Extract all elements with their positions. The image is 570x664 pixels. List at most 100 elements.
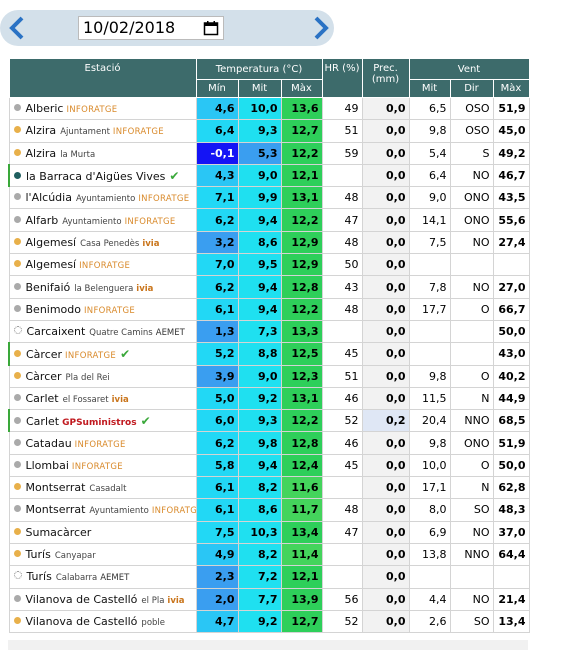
station-source: AEMET — [100, 573, 130, 584]
wind-dir: NNO — [449, 409, 494, 433]
station-cell: Càrcer Pla del Rei — [8, 364, 197, 388]
temp-mit: 10,0 — [237, 96, 282, 121]
prev-day[interactable] — [4, 14, 32, 42]
station-detail: Ayuntamiento — [75, 194, 136, 205]
station-cell: Alberic INFORATGE — [8, 96, 197, 121]
wind-mean — [408, 565, 451, 589]
station-source: INFORATGE — [79, 261, 131, 272]
wind-mean — [408, 342, 451, 366]
temp-max: 12,9 — [280, 253, 323, 277]
precipitation: 0,0 — [361, 431, 410, 455]
wind-max: 51,9 — [492, 96, 530, 121]
stations-table: Estació Temperatura (°C) HR (%) Prec. (m… — [8, 58, 530, 634]
station-detail: el Pla — [141, 595, 165, 606]
precipitation: 0,0 — [361, 609, 410, 634]
temp-mit: 9,0 — [237, 364, 282, 388]
precipitation: 0,0 — [361, 297, 410, 321]
station-source: AEMET — [155, 328, 185, 339]
wind-max: 46,7 — [492, 163, 530, 188]
station-row: Carlet el Fossaret ivia 5,0 9,2 13,1 46 0,0 11,5… — [8, 386, 530, 411]
wind-mean: 11,5 — [408, 386, 451, 411]
temp-mit: 9,0 — [237, 163, 282, 188]
station-cell: l'Alcúdia Ayuntamiento INFORATGE — [8, 186, 197, 210]
header-wind-max: Màx — [492, 79, 530, 98]
temp-min: 4,9 — [195, 542, 239, 567]
station-name: Montserrat — [25, 481, 86, 495]
station-cell: Alzira Ajuntament INFORATGE — [8, 119, 197, 143]
wind-max: 21,4 — [492, 587, 530, 611]
temp-mit: 8,6 — [237, 230, 282, 255]
wind-dir — [449, 342, 494, 366]
station-detail: Casadalt — [89, 484, 127, 495]
header-prec: Prec. (mm) — [361, 58, 410, 98]
station-row: Alberic INFORATGE 4,6 10,0 13,6 49 0,0 6,5 OSO 51… — [8, 96, 530, 121]
status-dot — [13, 394, 21, 401]
station-source: INFORATGE — [66, 105, 118, 116]
temp-max: 13,4 — [280, 520, 323, 544]
wind-mean: 8,0 — [408, 498, 451, 522]
station-cell: Turís Calabarra AEMET — [8, 565, 197, 589]
status-dot — [13, 438, 21, 446]
humidity: 47 — [321, 208, 363, 232]
verified-check: ✔ — [120, 346, 131, 361]
temp-mit: 5,3 — [237, 141, 282, 165]
precipitation: 0,0 — [361, 253, 410, 277]
station-row: Alfarb Ayuntamiento INFORATGE 6,2 9,4 12,2 47 0… — [8, 208, 530, 232]
station-cell: Alzira la Murta — [8, 141, 197, 165]
wind-dir — [449, 253, 494, 277]
station-name: Benifaió — [25, 280, 71, 294]
temp-mit: 8,2 — [237, 542, 282, 567]
header-min: Mín — [195, 79, 239, 98]
humidity — [321, 163, 363, 188]
temp-max: 11,4 — [280, 542, 323, 567]
wind-dir: N — [449, 386, 494, 411]
temp-max: 12,2 — [280, 297, 323, 321]
temp-min: 5,2 — [195, 342, 239, 366]
station-source: ivia — [167, 595, 185, 606]
humidity: 50 — [321, 253, 363, 277]
precipitation: 0,0 — [361, 342, 410, 366]
humidity: 49 — [321, 96, 363, 121]
status-dot — [13, 460, 21, 468]
precipitation: 0,0 — [361, 520, 410, 544]
wind-mean: 17,1 — [408, 476, 451, 500]
status-dot — [13, 505, 21, 513]
scrollbar[interactable] — [8, 640, 528, 650]
next-day[interactable] — [306, 14, 334, 42]
date-input[interactable]: 10/02/2018 — [78, 16, 224, 40]
header-station: Estació — [8, 58, 197, 98]
station-detail: la Murta — [60, 149, 96, 160]
wind-max: 50,0 — [492, 319, 530, 344]
temp-mit: 9,4 — [237, 208, 282, 232]
wind-dir: S — [449, 141, 494, 165]
header-wind-mit: Mit — [408, 79, 451, 98]
temp-mit: 9,3 — [237, 409, 282, 433]
wind-mean: 9,8 — [408, 431, 451, 455]
wind-mean: 6,4 — [408, 163, 451, 188]
temp-mit: 9,2 — [237, 386, 282, 411]
wind-max: 66,7 — [492, 297, 530, 321]
wind-mean: 5,4 — [408, 141, 451, 165]
temp-max: 12,5 — [280, 342, 323, 366]
wind-max: 55,6 — [492, 208, 530, 232]
temp-max: 12,3 — [280, 364, 323, 388]
temp-mit: 9,9 — [237, 186, 282, 210]
precipitation: 0,0 — [361, 186, 410, 210]
status-dot — [14, 171, 21, 179]
temp-min: 7,0 — [195, 253, 239, 277]
wind-max: 27,4 — [492, 230, 530, 255]
station-name: Carlet — [25, 392, 59, 405]
wind-mean: 7,8 — [408, 275, 451, 299]
station-name: Turís — [25, 548, 51, 562]
station-source: ivia — [142, 238, 160, 249]
wind-mean: 6,5 — [408, 96, 451, 121]
calendar-icon[interactable] — [203, 20, 219, 36]
station-cell: Benifaió la Belenguera ivia — [8, 275, 197, 299]
wind-max: 68,5 — [492, 409, 530, 433]
wind-max: 43,5 — [492, 186, 530, 210]
temp-min: 7,1 — [195, 186, 239, 210]
temp-mit: 7,2 — [237, 565, 282, 589]
status-dot — [13, 571, 22, 580]
station-row: la Barraca d'Aigües Vives ✔ 4,3 9,0 12,1 0,0 6… — [8, 163, 530, 188]
station-source: INFORATGE — [138, 194, 190, 205]
